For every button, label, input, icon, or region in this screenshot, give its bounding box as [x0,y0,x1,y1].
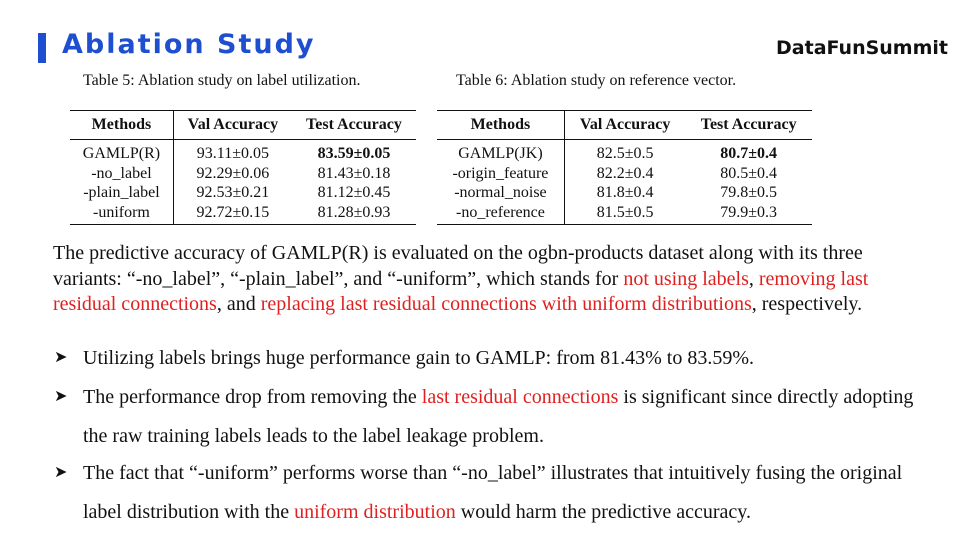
table6-caption: Table 6: Ablation study on reference vec… [456,72,737,89]
arrowhead-icon: ➤ [54,462,68,481]
arrowhead-icon: ➤ [54,386,68,405]
table6-cell-test: 80.5±0.4 [720,164,778,182]
bullet-text-3: The fact that “-uniform” performs worse … [83,454,933,531]
bullet-2-post: is significant since directly adopting t… [83,386,914,447]
table5-cell-val: 92.53±0.21 [196,184,270,201]
table5-cell-method: GAMLP(R) [70,139,174,164]
table6-header-val: Val Accuracy [564,110,686,140]
table6-header-methods: Methods [437,110,565,140]
table6-cell-test: 80.7±0.4 [720,145,778,162]
title-accent-bar [38,33,46,63]
table-row: -origin_feature 82.2±0.4 80.5±0.4 [437,163,812,183]
table6-header-test: Test Accuracy [685,110,812,140]
table5-cell-method: -plain_label [70,183,174,203]
table5-cell-test: 81.28±0.93 [291,202,416,225]
table6-cell-method: GAMLP(JK) [437,139,565,164]
table5-cell-test: 83.59±0.05 [317,145,391,162]
table5: Methods Val Accuracy Test Accuracy GAMLP… [70,110,416,225]
table6-header-row: Methods Val Accuracy Test Accuracy [437,110,812,140]
bullet-text-2: The performance drop from removing the l… [83,378,933,455]
table5-cell-test: 81.12±0.45 [317,184,391,201]
table5-cell-val: 92.29±0.06 [196,164,270,182]
table5-cell-test: 81.43±0.18 [317,164,391,182]
table6-cell-test: 79.8±0.5 [720,184,778,201]
table6-cell-val: 82.5±0.5 [596,145,654,162]
table-row: -uniform 92.72±0.15 81.28±0.93 [70,202,416,225]
para-text-4: , respectively. [751,293,863,315]
table5-caption: Table 5: Ablation study on label utiliza… [83,72,361,89]
table6: Methods Val Accuracy Test Accuracy GAMLP… [437,110,812,225]
table5-header-methods: Methods [70,110,174,140]
para-text-1: The predictive accuracy of GAMLP(R) is e… [53,242,863,290]
bullet-3-pre: The fact that “-uniform” performs worse … [83,462,903,523]
table5-header-test: Test Accuracy [291,110,416,140]
arrowhead-icon: ➤ [54,347,68,366]
table6-cell-val: 81.8±0.4 [596,184,654,201]
bullet-text-1: Utilizing labels brings huge performance… [83,347,754,369]
highlight-removing-last-residual: removing last residual connections [53,267,869,316]
table6-cell-val: 81.5±0.5 [564,202,686,225]
highlight-uniform-distribution: uniform distribution [294,500,456,523]
para-text-2: , [748,267,759,290]
highlight-not-using-labels: not using labels [623,267,749,290]
highlight-uniform-distributions: replacing last residual connections with… [260,293,752,315]
table-row: -no_reference 81.5±0.5 79.9±0.3 [437,202,812,225]
table-row: GAMLP(R) 93.11±0.05 83.59±0.05 [70,139,416,164]
table6-cell-val: 82.2±0.4 [596,164,654,182]
table6-cell-method: -no_reference [437,202,565,225]
page-title: Ablation Study [62,29,316,60]
brand-logo-text: DataFunSummit [776,37,948,59]
table5-header-row: Methods Val Accuracy Test Accuracy [70,110,416,140]
table6-cell-test: 79.9±0.3 [685,202,812,225]
table-row: -plain_label 92.53±0.21 81.12±0.45 [70,183,416,203]
table6-cell-method: -normal_noise [437,183,565,203]
table5-cell-method: -no_label [70,163,174,183]
table-row: -no_label 92.29±0.06 81.43±0.18 [70,163,416,183]
table5-header-val: Val Accuracy [173,110,292,140]
table5-cell-method: -uniform [70,202,174,225]
table5-cell-val: 93.11±0.05 [196,145,269,162]
highlight-last-residual-connections: last residual connections [421,386,619,408]
table-row: -normal_noise 81.8±0.4 79.8±0.5 [437,183,812,203]
table5-cell-val: 92.72±0.15 [173,202,292,225]
description-paragraph: The predictive accuracy of GAMLP(R) is e… [53,241,933,318]
table6-cell-method: -origin_feature [437,163,565,183]
table-row: GAMLP(JK) 82.5±0.5 80.7±0.4 [437,139,812,164]
bullet-2-pre: The performance drop from removing the [83,386,422,408]
bullet-3-post: would harm the predictive accuracy. [455,500,751,523]
para-text-3: , and [216,293,261,315]
